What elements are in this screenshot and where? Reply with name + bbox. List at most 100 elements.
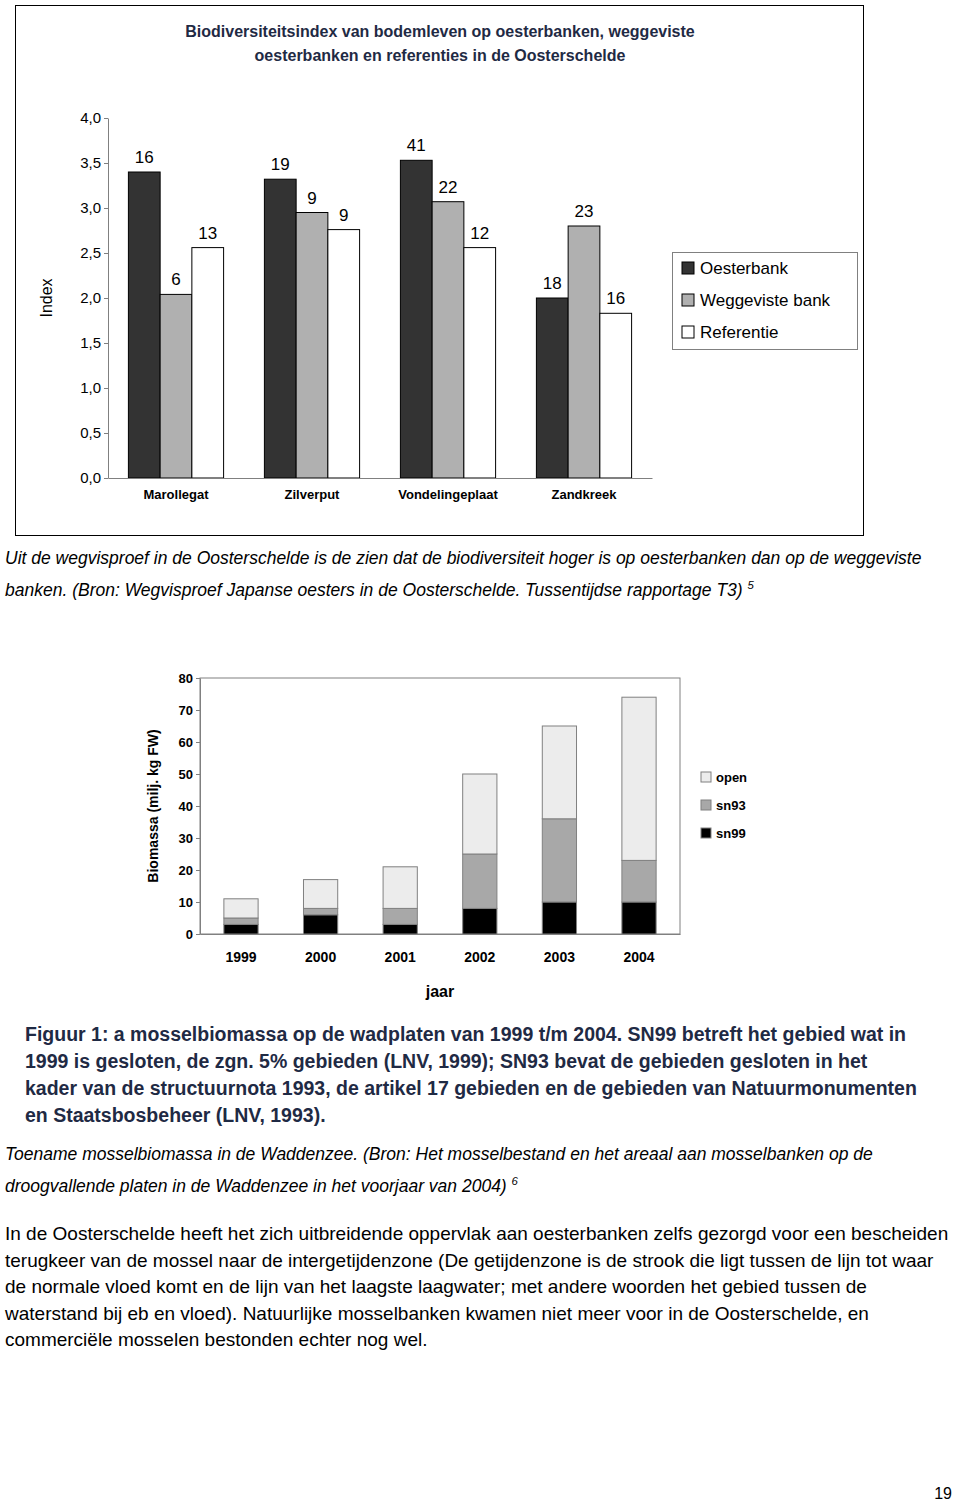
bar-segment [542,726,576,819]
y-tick-mark [196,934,200,935]
bar [464,248,496,478]
y-tick: 2,0 [80,289,108,306]
x-axis-line [109,478,653,479]
x-tick: Zandkreek [551,487,617,502]
bar-annotation: 16 [135,148,154,167]
y-tick-label: 20 [179,863,193,878]
y-tick-mark [196,774,200,775]
bar [400,160,432,478]
bar-annotation: 9 [307,189,316,208]
x-tick: 2000 [305,949,336,965]
y-tick: 30 [179,831,200,846]
y-tick-label: 10 [179,895,193,910]
legend-label: Referentie [700,323,778,342]
y-tick-mark [196,710,200,711]
bar-segment [383,908,417,924]
y-tick-mark [104,433,108,434]
y-tick: 3,0 [80,199,108,216]
x-tick-label: 2003 [544,949,575,965]
legend-label: Oesterbank [700,259,788,278]
bar-annotation: 12 [470,224,489,243]
y-tick: 2,5 [80,244,108,261]
y-tick: 0 [186,927,200,942]
x-tick-label: 2000 [305,949,336,965]
x-tick-label: 1999 [225,949,256,965]
y-tick: 50 [179,767,200,782]
y-tick: 0,0 [80,469,108,486]
y-tick: 40 [179,799,200,814]
legend-swatch [701,800,711,810]
y-tick-label: 60 [179,735,193,750]
y-tick-label: 3,5 [80,154,101,171]
chart-title: Biodiversiteitsindex van bodemleven op o… [185,23,695,64]
page-number: 19 [934,1485,952,1503]
y-tick-mark [196,838,200,839]
y-tick-label: 0,0 [80,469,101,486]
y-tick-label: 0 [186,927,193,942]
bar-annotation: 13 [198,224,217,243]
y-axis-line [200,679,201,935]
y-tick: 60 [179,735,200,750]
x-tick-label: Zandkreek [551,487,617,502]
legend: Oesterbank Weggeviste bank Referentie [673,253,858,350]
bar-segment [303,908,337,914]
caption-text: Uit de wegvisproef in de Oosterschelde i… [5,548,921,600]
y-axis-title: Index [38,278,55,317]
x-axis: 199920002001200220032004 [201,935,681,965]
bar-annotation: 18 [543,274,562,293]
y-tick: 20 [179,863,200,878]
legend-swatch [682,326,694,338]
x-axis-title: jaar [425,983,454,1000]
x-axis-line [201,934,681,935]
legend-label: sn93 [716,798,746,813]
paragraph: In de Oosterschelde heeft het zich uitbr… [5,1221,957,1354]
y-tick-label: 2,5 [80,244,101,261]
bar-segment [463,908,497,934]
chart-frame [16,6,864,536]
bars [128,160,631,478]
y-tick-label: 50 [179,767,193,782]
caption-text: Toename mosselbiomassa in de Waddenzee. … [5,1144,873,1196]
y-tick: 1,0 [80,379,108,396]
caption: Uit de wegvisproef in de Oosterschelde i… [5,545,955,604]
y-tick-label: 0,5 [80,424,101,441]
bar-segment [463,774,497,854]
y-axis: 0 10 20 30 40 50 60 70 80 [179,671,201,942]
bar [328,230,360,478]
plot-frame [200,678,680,934]
bar [600,313,632,478]
bar-segment [542,902,576,934]
bar-annotation: 19 [271,155,290,174]
y-tick-mark [196,902,200,903]
legend-label: open [716,770,747,785]
legend-label: Weggeviste bank [700,291,831,310]
y-axis-line [108,119,109,479]
x-axis: MarollegatZilverputVondelingeplaatZandkr… [109,479,653,503]
bar [536,298,568,478]
bar [568,226,600,478]
y-tick-mark [196,678,200,679]
y-tick-label: 3,0 [80,199,101,216]
y-tick-mark [104,343,108,344]
y-tick: 10 [179,895,200,910]
footnote-ref: 6 [512,1175,518,1187]
x-tick-label: 2001 [385,949,416,965]
y-axis: 0,00,51,01,52,02,53,03,54,0 [80,109,108,486]
y-tick: 80 [179,671,200,686]
y-tick-label: 30 [179,831,193,846]
bar-segment [622,860,656,902]
bar-segment [542,819,576,902]
x-tick-label: 2004 [623,949,654,965]
x-tick: 2004 [623,949,654,965]
y-tick-label: 40 [179,799,193,814]
footnote-ref: 5 [748,579,754,591]
bar [296,213,328,479]
bar-segment [224,924,258,934]
bar-segment [224,899,258,918]
y-tick: 1,5 [80,334,108,351]
bar-segment [463,854,497,908]
bar-annotation: 22 [439,178,458,197]
legend-swatch [682,294,694,306]
figure-caption: Figuur 1: a mosselbiomassa op de wadplat… [25,1021,920,1129]
y-tick-label: 70 [179,703,193,718]
